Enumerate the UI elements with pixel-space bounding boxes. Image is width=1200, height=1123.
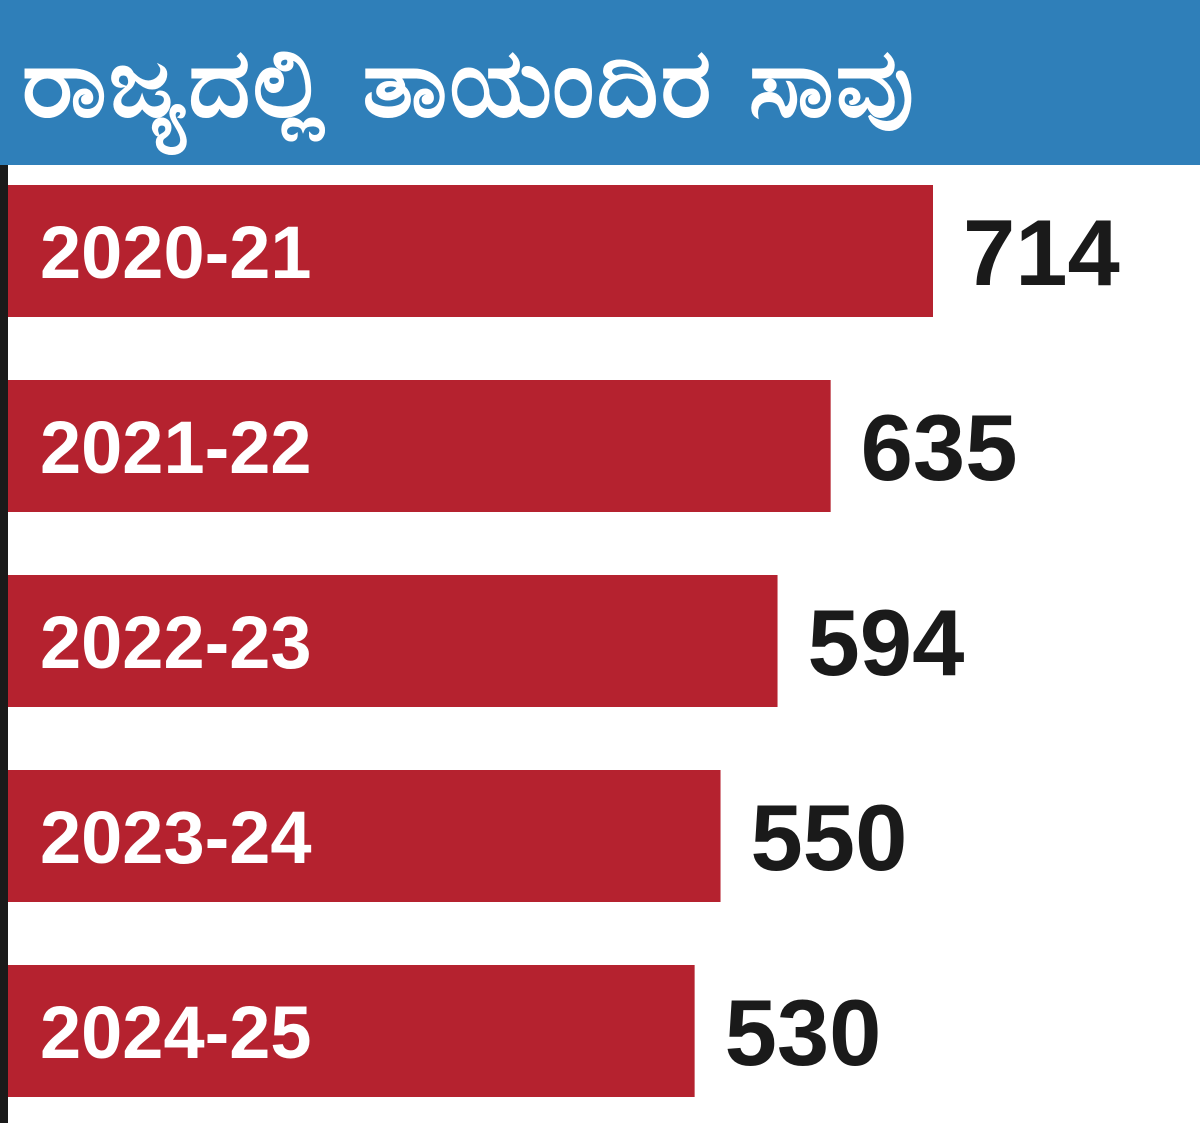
category-label-2023-24: 2023-24 — [40, 796, 312, 879]
bar-2022-23 — [8, 575, 778, 707]
bars-group: 2020-21 714 2021-22 635 2022-23 594 2023-24 550… — [8, 185, 1120, 1097]
chart-title: ರಾಜ್ಯದಲ್ಲಿ ತಾಯಂದಿರ ಸಾವು — [22, 26, 916, 139]
chart-title-banner: ರಾಜ್ಯದಲ್ಲಿ ತಾಯಂದಿರ ಸಾವು — [0, 0, 1200, 165]
bar-chart: 2020-21 714 2021-22 635 2022-23 594 2023-24 550… — [0, 165, 1120, 1123]
y-axis-line — [0, 165, 8, 1123]
bar-2021-22 — [8, 380, 831, 512]
value-label-2023-24: 550 — [751, 785, 908, 890]
category-label-2022-23: 2022-23 — [40, 601, 312, 684]
category-label-2021-22: 2021-22 — [40, 406, 312, 489]
category-label-2024-25: 2024-25 — [40, 991, 312, 1074]
bar-2023-24 — [8, 770, 721, 902]
bar-2024-25 — [8, 965, 695, 1097]
value-label-2021-22: 635 — [861, 395, 1018, 500]
value-label-2022-23: 594 — [808, 590, 965, 695]
value-label-2020-21: 714 — [963, 200, 1120, 305]
category-label-2020-21: 2020-21 — [40, 211, 312, 294]
value-label-2024-25: 530 — [725, 980, 882, 1085]
bar-2020-21 — [8, 185, 933, 317]
